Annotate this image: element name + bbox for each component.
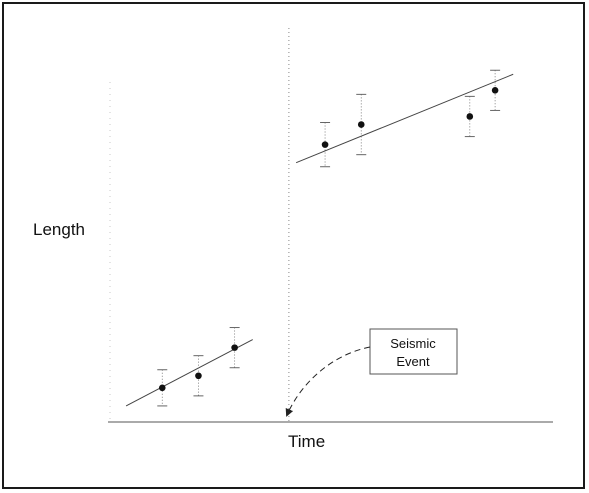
data-point-2-2 — [357, 121, 365, 128]
data-marks — [125, 69, 514, 407]
fit-line-2 — [295, 73, 514, 164]
figure-frame — [2, 2, 585, 489]
data-point-1-3 — [231, 344, 238, 351]
y-axis-label: Length — [33, 220, 85, 239]
x-axis-label: Time — [288, 432, 325, 451]
data-point-1-1 — [158, 384, 166, 392]
data-point-2-4 — [491, 87, 499, 94]
annotation-box — [369, 328, 458, 375]
data-point-2-3 — [466, 113, 474, 120]
annotation-line-2: Event — [396, 354, 430, 369]
data-point-1-2 — [195, 372, 202, 380]
annotation-line-1: Seismic — [390, 336, 436, 351]
annotation-arrow — [285, 346, 371, 417]
fit-line-1 — [125, 339, 253, 407]
data-point-2-1 — [321, 141, 329, 148]
